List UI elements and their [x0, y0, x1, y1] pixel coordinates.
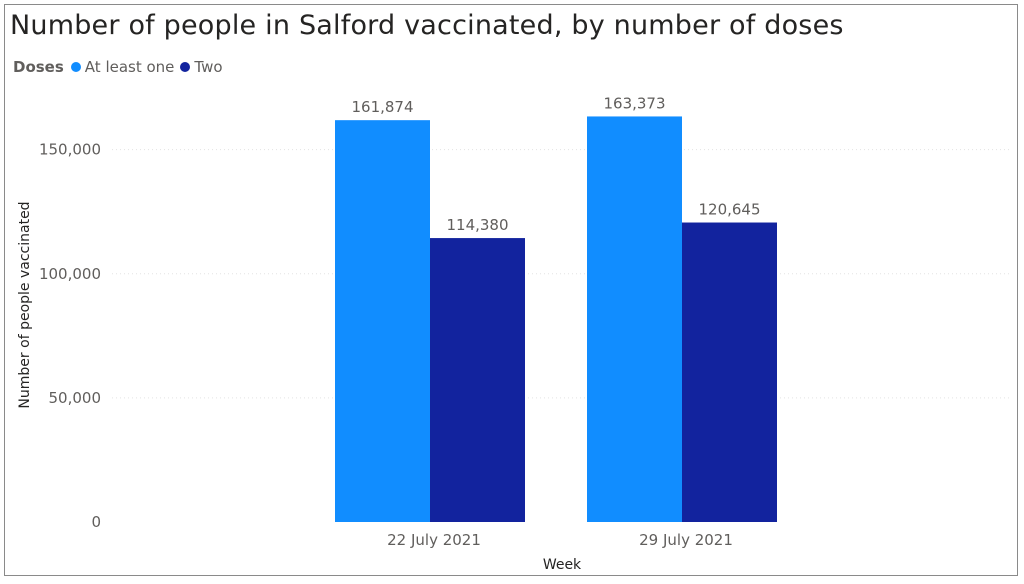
legend-item-two[interactable]: Two: [180, 58, 223, 76]
data-label: 161,874: [351, 98, 413, 116]
y-axis-ticks: 0 50,000 100,000 150,000: [39, 141, 101, 531]
x-axis-title: Week: [543, 557, 582, 573]
data-label: 120,645: [698, 201, 760, 219]
data-label: 114,380: [446, 216, 508, 234]
legend-item-at-least-one[interactable]: At least one: [70, 58, 175, 76]
legend-dot-icon: [180, 62, 191, 72]
y-axis-title: Number of people vaccinated: [17, 201, 33, 408]
legend-dot-icon: [70, 62, 81, 72]
legend-label: Two: [194, 58, 223, 76]
bar-two[interactable]: [682, 222, 777, 522]
bar-two[interactable]: [430, 238, 525, 522]
legend-label: At least one: [84, 58, 175, 76]
legend-title: Doses: [13, 58, 64, 76]
bar-at-least-one[interactable]: [587, 116, 682, 522]
x-axis-ticks: 22 July 2021 29 July 2021: [387, 531, 733, 549]
data-label: 163,373: [603, 94, 665, 112]
legend: Doses At least one Two: [13, 57, 229, 77]
bar-at-least-one[interactable]: [335, 120, 430, 522]
gridlines: [112, 149, 1010, 399]
bars: [335, 116, 777, 522]
chart-title: Number of people in Salford vaccinated, …: [10, 10, 844, 41]
y-tick-label: 50,000: [49, 389, 102, 407]
y-tick-label: 0: [91, 513, 101, 531]
x-tick-label: 22 July 2021: [387, 531, 481, 549]
y-tick-label: 150,000: [39, 141, 101, 159]
y-tick-label: 100,000: [39, 265, 101, 283]
x-tick-label: 29 July 2021: [639, 531, 733, 549]
data-labels: 161,874 114,380 163,373 120,645: [351, 94, 760, 234]
